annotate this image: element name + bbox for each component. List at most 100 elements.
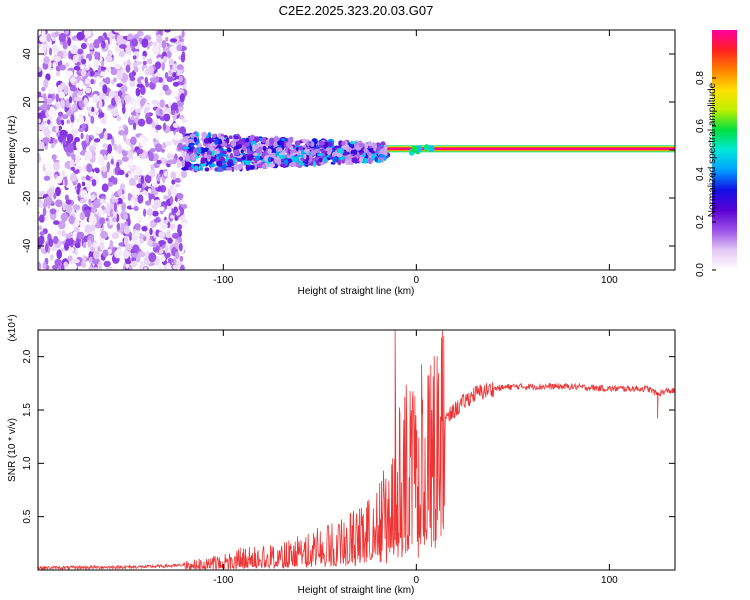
spectrogram-signal-blob: [226, 137, 230, 144]
spectrogram-signal-blob: [244, 159, 251, 166]
spectrogram-noise-blob: [45, 264, 50, 270]
spectrogram-noise-blob: [98, 261, 103, 270]
spectrogram-noise-blob: [118, 125, 123, 131]
snr-y-label: SNR (10 * v/v): [7, 418, 18, 482]
spectrogram-signal-blob: [368, 157, 373, 165]
spectrogram-noise-blob: [153, 183, 159, 188]
spectrogram-noise-blob: [163, 171, 168, 177]
spectrogram-noise-blob: [163, 113, 171, 122]
spectrogram-noise-blob: [112, 177, 118, 185]
spectrogram-noise-blob: [166, 204, 173, 210]
spectrogram-noise-blob: [84, 156, 90, 161]
spectrogram-noise-blob: [100, 230, 108, 239]
spectrogram-noise-blob: [80, 68, 87, 77]
spectrogram-noise-blob: [164, 30, 171, 33]
spectrogram-noise-blob: [87, 239, 92, 248]
spectrogram-noise-blob: [115, 166, 119, 173]
spectrogram-noise-blob: [165, 36, 169, 42]
spectrogram-noise-blob: [168, 58, 175, 66]
spectrogram-signal-blob: [372, 142, 377, 150]
spectrogram-noise-blob: [173, 206, 178, 213]
spectrogram-noise-blob: [62, 39, 68, 50]
spectrogram-noise-blob: [170, 258, 174, 263]
spectrogram-noise-blob: [84, 64, 90, 71]
spectrogram-noise-blob: [84, 30, 92, 38]
spectrogram-noise-blob: [45, 196, 53, 205]
spectrogram-signal-blob: [281, 138, 286, 142]
spectrogram-noise-blob: [38, 118, 41, 124]
spectrogram-signal-blob: [211, 150, 215, 156]
spectrogram-noise-blob: [91, 206, 97, 214]
spectrogram-noise-blob: [170, 223, 176, 231]
spectrogram-noise-blob: [70, 86, 78, 92]
spectrogram-noise-blob: [107, 152, 112, 162]
colorbar-label: Normalized spectral amplitude: [707, 82, 718, 217]
spectrogram-noise-blob: [65, 70, 73, 77]
spectrogram-noise-blob: [83, 37, 88, 42]
spectrogram-noise-blob: [84, 209, 91, 218]
spectrogram-noise-blob: [144, 174, 152, 184]
spectrogram-noise-blob: [143, 191, 148, 196]
spectrogram-noise-blob: [48, 88, 55, 94]
spectrogram-noise-blob: [68, 215, 75, 225]
spectrogram-noise-blob: [42, 262, 47, 270]
spectrogram-noise-blob: [152, 242, 157, 248]
spectrogram-noise-blob: [90, 246, 96, 253]
spectrogram-signal-blob: [233, 136, 240, 140]
spectrogram-noise-blob: [60, 212, 69, 222]
spectrogram-noise-blob: [130, 38, 139, 47]
spectrogram-signal-blob: [187, 167, 193, 171]
spectrogram-noise-blob: [74, 242, 81, 249]
spectrogram-signal-blob: [343, 144, 350, 150]
spectrogram-noise-blob: [113, 143, 118, 151]
spectrogram-noise-blob: [153, 218, 161, 223]
spectrogram-signal-blob: [204, 167, 210, 172]
spectrogram-signal-blob: [184, 161, 192, 168]
spectrogram-noise-blob: [94, 126, 103, 135]
spectrogram-noise-blob: [163, 195, 170, 200]
spectrogram-noise-blob: [166, 76, 174, 83]
spectrogram-noise-blob: [86, 163, 93, 173]
spectrogram-signal-blob: [185, 154, 190, 162]
spectrogram-signal-blob: [350, 149, 358, 155]
spectrogram-noise-blob: [106, 66, 111, 73]
spectrogram-noise-blob: [130, 198, 135, 209]
spectrogram-noise-blob: [80, 42, 87, 50]
spectrogram-noise-blob: [50, 143, 55, 149]
spectrogram-noise-blob: [129, 181, 137, 186]
spectrogram-signal-blob: [225, 167, 233, 171]
spectrogram-noise-blob: [72, 54, 78, 64]
spectrogram-noise-blob: [133, 34, 140, 40]
spectrogram-signal-blob: [228, 162, 232, 168]
spectrogram-noise-blob: [60, 99, 65, 109]
spectrogram-noise-blob: [80, 198, 86, 204]
spectrogram-noise-blob: [180, 264, 185, 270]
snr-x-tick-label: 0: [414, 575, 420, 586]
snr-x-tick-label: -100: [213, 575, 233, 586]
spectrogram-noise-blob: [101, 205, 105, 210]
spectrogram-noise-blob: [173, 81, 179, 87]
spectrogram-noise-blob: [164, 72, 169, 79]
spectrogram-signal-blob: [255, 148, 260, 154]
spectrogram-noise-blob: [171, 232, 180, 239]
spectrogram-noise-blob: [123, 225, 130, 235]
spectrogram-noise-blob: [181, 159, 185, 167]
spectrogram-signal-blob: [332, 151, 336, 158]
spectrogram-noise-blob: [140, 175, 145, 185]
spectrogram-noise-blob: [61, 114, 69, 120]
spectrogram-signal-blob: [337, 160, 342, 165]
spectrogram-signal-blob: [214, 167, 219, 172]
spectrogram-noise-blob: [154, 143, 163, 152]
spectrogram-noise-blob: [80, 132, 84, 140]
spectrogram-noise-blob: [54, 31, 60, 37]
spectrogram-signal-blob: [245, 137, 250, 143]
spectrogram-noise-blob: [167, 237, 173, 244]
spectrogram-noise-blob: [125, 64, 131, 73]
spectrogram-signal-blob: [220, 136, 225, 141]
spectrogram-noise-blob: [67, 142, 74, 153]
spectrogram-noise-blob: [156, 173, 161, 182]
spectrogram-noise-blob: [118, 130, 126, 136]
spectrogram-signal-blob: [207, 132, 212, 138]
spectrogram-noise-blob: [106, 135, 113, 140]
spectrogram-noise-blob: [141, 226, 148, 232]
